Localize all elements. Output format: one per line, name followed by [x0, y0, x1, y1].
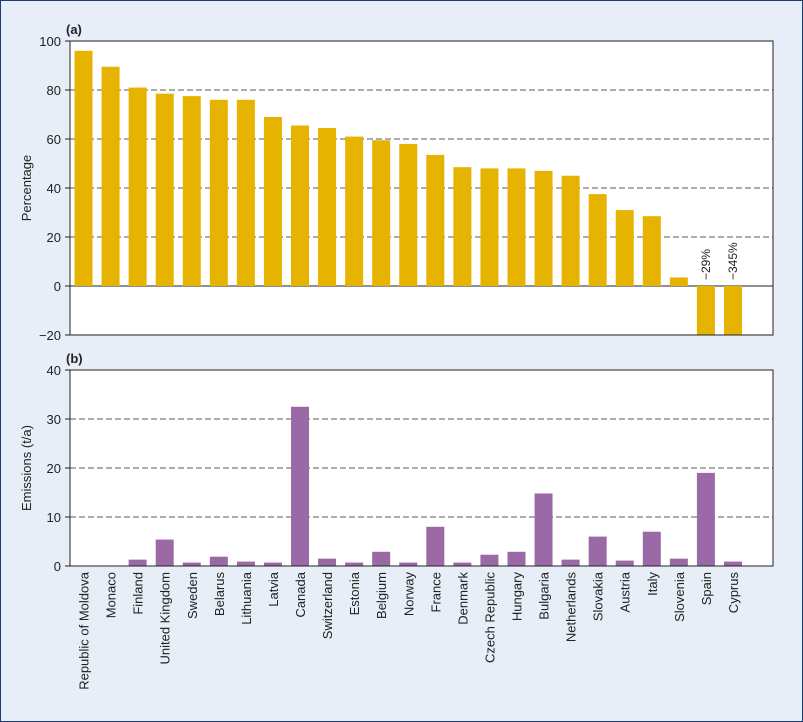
panel-b-bar-cyprus [723, 561, 742, 566]
x-category-label: Bulgaria [537, 571, 552, 619]
panel-a-y-tick-label: −20 [39, 328, 61, 343]
panel-b-bar-denmark [453, 562, 472, 566]
panel-a-bar-slovakia [588, 194, 607, 286]
panel-a-label: (a) [66, 22, 82, 37]
panel-b-bar-belarus [209, 556, 228, 566]
panel-a-bar-slovenia [669, 277, 688, 286]
x-category-label: Latvia [266, 571, 281, 606]
panel-a-data-label: −29% [699, 249, 713, 280]
panel-b-bar-switzerland [318, 558, 337, 566]
panel-a-bar-austria [615, 210, 634, 286]
panel-b-bar-bulgaria [534, 493, 553, 566]
panel-a-bar-finland [128, 87, 147, 286]
panel-b-bar-hungary [507, 551, 526, 566]
panel-a-bar-hungary [507, 168, 526, 286]
panel-a-y-tick-label: 40 [47, 181, 61, 196]
x-category-label: Slovenia [672, 571, 687, 622]
panel-b-bar-austria [615, 560, 634, 566]
panel-a-bar-norway [399, 143, 418, 286]
panel-a-bar-lithuania [236, 99, 255, 286]
panel-a-bar-netherlands [561, 175, 580, 286]
panel-b-y-tick-label: 40 [47, 363, 61, 378]
panel-b-bar-united-kingdom [155, 539, 174, 566]
x-category-label: Belgium [374, 572, 389, 619]
x-category-label: Cyprus [726, 572, 741, 614]
panel-b-bar-latvia [263, 562, 282, 566]
panel-a-y-tick-label: 20 [47, 230, 61, 245]
x-category-label: Sweden [185, 572, 200, 619]
panel-b-y-tick-label: 0 [54, 559, 61, 574]
x-category-label: Denmark [455, 572, 470, 625]
x-category-label: Czech Republic [482, 572, 497, 664]
panel-a-bar-republic-of-moldova [74, 50, 93, 286]
panel-a-bar-bulgaria [534, 170, 553, 286]
panel-a-bar-czech-republic [480, 168, 499, 286]
panel-b-y-tick-label: 10 [47, 510, 61, 525]
panel-b-y-axis-title: Emissions (t/a) [19, 425, 34, 511]
panel-a-data-label: −345% [726, 242, 740, 280]
x-category-label: Belarus [212, 572, 227, 617]
panel-a-bar-belarus [209, 99, 228, 286]
panel-a-plot-border [69, 40, 774, 336]
x-category-label: Spain [699, 572, 714, 605]
panel-a-bar-united-kingdom [155, 93, 174, 286]
panel-b-bar-slovenia [669, 558, 688, 566]
panel-b-bar-lithuania [236, 561, 255, 566]
panel-b-bar-norway [399, 562, 418, 566]
x-category-label: France [428, 572, 443, 612]
x-category-label: Finland [131, 572, 146, 615]
panel-b-y-tick-label: 20 [47, 461, 61, 476]
panel-a-bar-monaco [101, 66, 120, 286]
panel-a-y-tick-label: 60 [47, 132, 61, 147]
x-category-label: Monaco [104, 572, 119, 618]
panel-b-bar-estonia [345, 562, 364, 566]
panel-a-bar-latvia [263, 116, 282, 286]
panel-a-bar-denmark [453, 167, 472, 286]
panel-b-bar-belgium [372, 551, 391, 566]
x-category-label: Italy [645, 572, 660, 596]
x-category-label: Canada [293, 571, 308, 617]
panel-a-bar-spain [696, 286, 715, 335]
panel-b-bar-canada [291, 406, 310, 566]
panel-b-bar-france [426, 526, 445, 566]
panel-b-bar-sweden [182, 562, 201, 566]
panel-b-bar-finland [128, 559, 147, 566]
x-category-label: Slovakia [591, 571, 606, 621]
panel-a-bar-canada [291, 125, 310, 287]
x-category-label: Austria [618, 571, 633, 612]
panel-b-bar-slovakia [588, 536, 607, 566]
panel-a-y-tick-label: 80 [47, 83, 61, 98]
panel-b-bar-netherlands [561, 559, 580, 566]
panel-a-bar-italy [642, 216, 661, 286]
x-category-label: Republic of Moldova [77, 571, 92, 690]
x-category-label: Lithuania [239, 571, 254, 625]
panel-a-bar-cyprus [723, 286, 742, 335]
panel-b-plot-border [69, 369, 774, 567]
panel-a-y-tick-label: 100 [39, 34, 61, 49]
panel-a-bar-switzerland [318, 127, 337, 286]
panel-b-bar-czech-republic [480, 554, 499, 566]
panel-a-y-tick-label: 0 [54, 279, 61, 294]
x-category-label: Switzerland [320, 572, 335, 639]
panel-a-bar-belgium [372, 140, 391, 286]
panel-b-label: (b) [66, 351, 83, 366]
x-category-label: Norway [401, 572, 416, 617]
panel-a-bar-estonia [345, 136, 364, 286]
panel-a-y-axis-title: Percentage [19, 155, 34, 222]
x-category-label: United Kingdom [158, 572, 173, 665]
panel-a-bar-france [426, 154, 445, 286]
x-category-label: Hungary [509, 572, 524, 622]
panel-a-bar-sweden [182, 96, 201, 286]
panel-b-bar-spain [696, 472, 715, 566]
panel-b-bar-italy [642, 531, 661, 566]
panel-b-y-tick-label: 30 [47, 412, 61, 427]
x-category-label: Estonia [347, 571, 362, 615]
x-category-label: Netherlands [564, 572, 579, 643]
